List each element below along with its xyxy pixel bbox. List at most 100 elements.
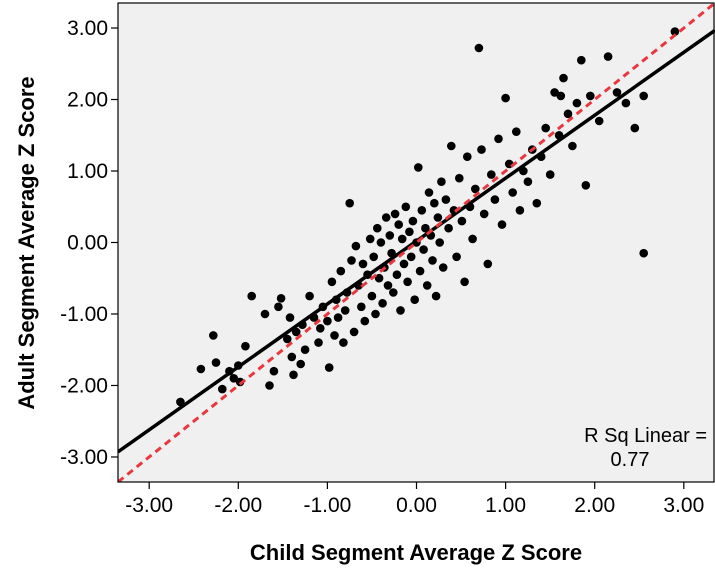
data-point	[396, 306, 405, 315]
y-tick-label: 1.00	[67, 160, 108, 183]
y-tick-label: -3.00	[60, 446, 108, 469]
data-point	[512, 127, 521, 136]
data-point	[316, 324, 325, 333]
data-point	[424, 188, 434, 197]
y-tick-label: 3.00	[67, 17, 108, 40]
data-point	[447, 141, 456, 151]
data-point	[494, 134, 503, 144]
annotation-line-1: R Sq Linear =	[584, 425, 707, 447]
data-point	[339, 338, 348, 347]
data-point	[241, 341, 250, 351]
data-point	[444, 223, 453, 233]
data-point	[415, 266, 425, 276]
data-point	[285, 313, 295, 322]
x-tick-label: -3.00	[125, 494, 173, 517]
x-tick-label: -2.00	[214, 494, 262, 517]
data-point	[586, 91, 595, 101]
data-point	[435, 238, 445, 247]
data-point	[265, 381, 274, 390]
data-point	[430, 198, 439, 208]
data-point	[300, 345, 310, 355]
data-point	[392, 270, 402, 280]
data-point	[383, 281, 393, 290]
data-point	[196, 364, 206, 374]
data-point	[438, 263, 448, 272]
data-point	[351, 241, 361, 251]
data-point	[358, 259, 368, 269]
data-point	[422, 281, 432, 290]
data-point	[630, 123, 640, 133]
data-point	[452, 252, 461, 262]
data-point	[471, 184, 480, 194]
data-point	[577, 55, 586, 65]
data-point	[371, 309, 380, 319]
data-point	[260, 309, 270, 319]
data-point	[408, 216, 418, 226]
data-point	[274, 302, 283, 312]
data-point	[639, 248, 648, 258]
data-point	[401, 202, 411, 212]
x-tick-label: 0.00	[396, 494, 437, 517]
x-tick-label: 3.00	[663, 494, 704, 517]
x-axis-title: Child Segment Average Z Score	[250, 540, 582, 565]
data-point	[314, 338, 323, 347]
chart-marks	[118, 3, 715, 482]
data-point	[336, 266, 346, 276]
data-point	[612, 88, 622, 97]
x-tick-label: 1.00	[485, 494, 526, 517]
data-point	[349, 327, 359, 337]
data-point	[545, 170, 555, 179]
data-point	[455, 173, 464, 183]
data-point	[581, 181, 591, 190]
y-tick-label: 0.00	[67, 232, 108, 255]
fit-line	[118, 28, 715, 454]
data-point	[490, 195, 500, 204]
data-point	[247, 291, 256, 301]
data-point	[421, 223, 430, 233]
data-point	[381, 213, 391, 222]
data-point	[330, 331, 339, 340]
data-point	[305, 291, 314, 301]
data-point	[385, 231, 395, 240]
data-point	[229, 374, 239, 383]
x-tick-label: -1.00	[303, 494, 351, 517]
data-point	[406, 252, 416, 262]
data-point	[376, 238, 386, 247]
data-point	[460, 277, 469, 287]
data-point	[487, 170, 496, 179]
data-point	[340, 306, 350, 315]
chart-axes: -3.00 -2.00 -1.00 0.00 1.00 2.00 3.00 -3.00 -2.0…	[60, 17, 704, 517]
data-point	[357, 302, 366, 312]
data-point	[399, 259, 409, 269]
data-point	[345, 198, 355, 208]
data-point	[365, 234, 375, 244]
data-point	[468, 234, 477, 244]
data-point	[327, 277, 337, 287]
data-point	[403, 277, 412, 287]
data-point	[532, 198, 542, 208]
data-point	[670, 27, 680, 36]
data-point	[333, 313, 343, 322]
data-point	[287, 352, 297, 362]
data-point	[211, 358, 221, 367]
annotation-line-2: 0.77	[611, 449, 650, 471]
data-point	[367, 291, 377, 301]
data-point	[419, 245, 428, 254]
data-point	[497, 220, 507, 229]
data-point	[483, 259, 493, 269]
data-point	[390, 209, 400, 219]
data-point	[324, 363, 334, 372]
data-point	[568, 141, 577, 151]
data-point	[414, 163, 423, 172]
data-point	[563, 109, 573, 119]
reference-line	[118, 3, 715, 482]
data-point	[218, 384, 227, 394]
data-point	[176, 397, 185, 407]
data-point	[389, 288, 398, 297]
data-point	[209, 331, 218, 340]
data-point	[463, 152, 472, 161]
data-point	[347, 256, 356, 265]
data-point	[269, 366, 279, 376]
data-point	[515, 206, 525, 215]
